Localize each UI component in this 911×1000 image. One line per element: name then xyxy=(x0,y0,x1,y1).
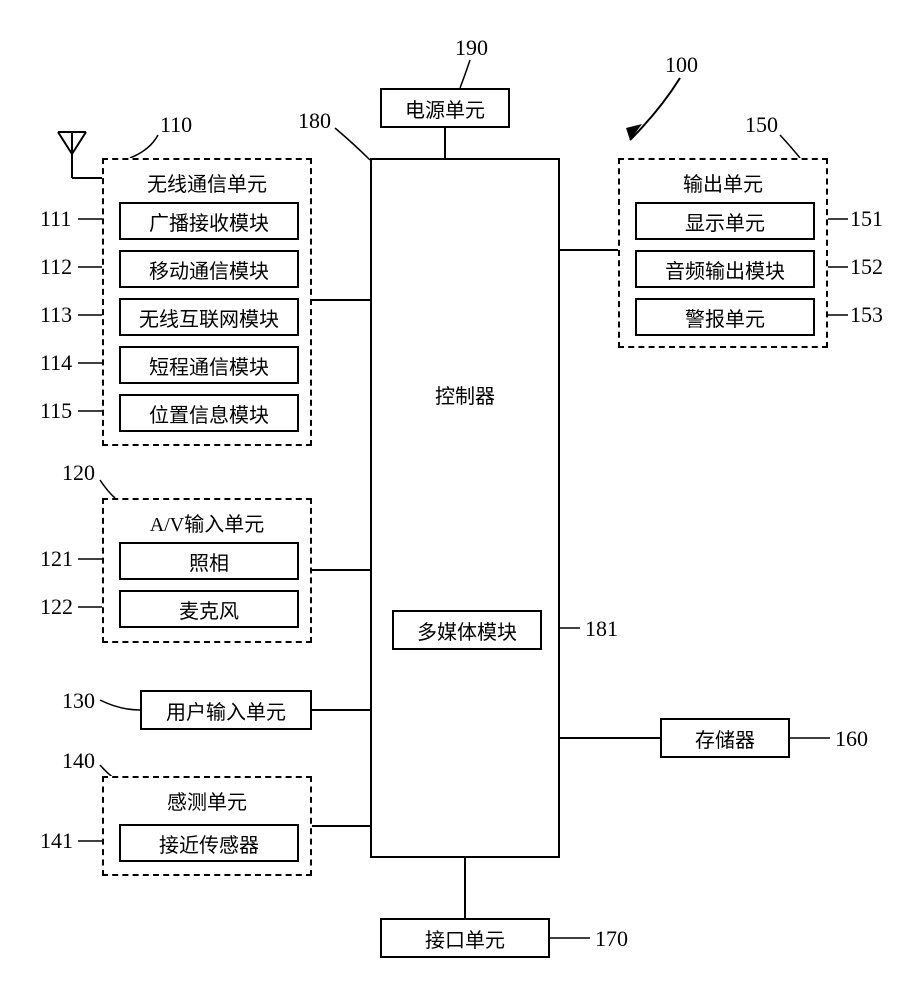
broadcast-box: 广播接收模块 xyxy=(119,202,299,240)
av-input-title: A/V输入单元 xyxy=(104,508,310,537)
wireless-net-label: 无线互联网模块 xyxy=(139,303,279,332)
ref-110: 110 xyxy=(160,112,192,138)
microphone-box: 麦克风 xyxy=(119,590,299,628)
ref-115: 115 xyxy=(40,398,72,424)
ref-181: 181 xyxy=(585,616,618,642)
short-range-label: 短程通信模块 xyxy=(149,351,269,380)
ref-130: 130 xyxy=(62,688,95,714)
ref-111: 111 xyxy=(40,206,71,232)
ref-152: 152 xyxy=(850,254,883,280)
memory-label: 存储器 xyxy=(695,724,755,753)
alarm-label: 警报单元 xyxy=(685,303,765,332)
mobile-comm-box: 移动通信模块 xyxy=(119,250,299,288)
ref-190: 190 xyxy=(455,35,488,61)
av-input-box: A/V输入单元 照相 麦克风 xyxy=(102,498,312,643)
ref-141: 141 xyxy=(40,828,73,854)
controller-box: 控制器 多媒体模块 xyxy=(370,158,560,858)
controller-label: 控制器 xyxy=(372,380,558,409)
ref-180: 180 xyxy=(298,108,331,134)
ref-112: 112 xyxy=(40,254,72,280)
wireless-net-box: 无线互联网模块 xyxy=(119,298,299,336)
ref-170: 170 xyxy=(595,926,628,952)
camera-box: 照相 xyxy=(119,542,299,580)
position-info-label: 位置信息模块 xyxy=(149,399,269,428)
position-info-box: 位置信息模块 xyxy=(119,394,299,432)
output-unit-title: 输出单元 xyxy=(620,168,826,197)
short-range-box: 短程通信模块 xyxy=(119,346,299,384)
wireless-unit-title: 无线通信单元 xyxy=(104,168,310,197)
memory-box: 存储器 xyxy=(660,718,790,758)
sensing-unit-title: 感测单元 xyxy=(104,786,310,815)
interface-label: 接口单元 xyxy=(425,924,505,953)
ref-153: 153 xyxy=(850,302,883,328)
ref-150: 150 xyxy=(745,112,778,138)
ref-140: 140 xyxy=(62,748,95,774)
ref-160: 160 xyxy=(835,726,868,752)
proximity-box: 接近传感器 xyxy=(119,824,299,862)
display-box: 显示单元 xyxy=(635,202,815,240)
ref-121: 121 xyxy=(40,546,73,572)
proximity-label: 接近传感器 xyxy=(159,829,259,858)
output-unit-box: 输出单元 显示单元 音频输出模块 警报单元 xyxy=(618,158,828,348)
ref-122: 122 xyxy=(40,594,73,620)
display-label: 显示单元 xyxy=(685,207,765,236)
audio-out-box: 音频输出模块 xyxy=(635,250,815,288)
power-unit-box: 电源单元 xyxy=(380,88,510,128)
wireless-unit-box: 无线通信单元 广播接收模块 移动通信模块 无线互联网模块 短程通信模块 位置信息… xyxy=(102,158,312,446)
interface-box: 接口单元 xyxy=(380,918,550,958)
camera-label: 照相 xyxy=(189,547,229,576)
mobile-comm-label: 移动通信模块 xyxy=(149,255,269,284)
multimedia-box: 多媒体模块 xyxy=(392,610,542,650)
alarm-box: 警报单元 xyxy=(635,298,815,336)
ref-120: 120 xyxy=(62,460,95,486)
user-input-label: 用户输入单元 xyxy=(166,696,286,725)
sensing-unit-box: 感测单元 接近传感器 xyxy=(102,776,312,876)
power-unit-label: 电源单元 xyxy=(405,94,485,123)
microphone-label: 麦克风 xyxy=(179,595,239,624)
ref-151: 151 xyxy=(850,206,883,232)
ref-113: 113 xyxy=(40,302,72,328)
user-input-box: 用户输入单元 xyxy=(140,690,312,730)
audio-out-label: 音频输出模块 xyxy=(665,255,785,284)
ref-100: 100 xyxy=(665,52,698,78)
broadcast-label: 广播接收模块 xyxy=(149,207,269,236)
multimedia-label: 多媒体模块 xyxy=(417,616,517,645)
diagram-canvas: 电源单元 控制器 多媒体模块 无线通信单元 广播接收模块 移动通信模块 无线互联… xyxy=(0,0,911,1000)
ref-114: 114 xyxy=(40,350,72,376)
